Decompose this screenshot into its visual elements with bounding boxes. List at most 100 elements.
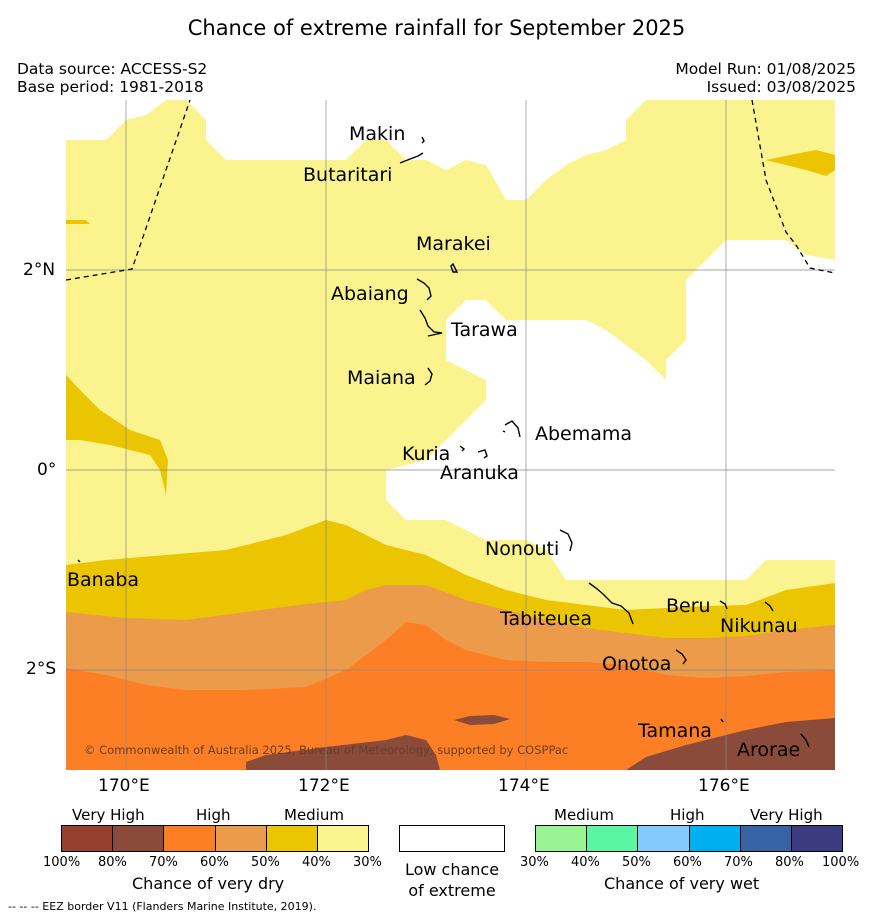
lat-label-2s: 2°S (26, 659, 57, 679)
eez-border-east (751, 100, 835, 274)
dry-cat-high: High (196, 806, 231, 824)
dry-swatch-80-70 (113, 826, 165, 851)
island-makin (421, 136, 425, 144)
wet-swatch-40-50 (587, 826, 639, 851)
dry-60-70-region (66, 622, 835, 770)
label-maiana: Maiana (347, 367, 416, 389)
wet-tick-80: 80% (775, 855, 804, 870)
low-chance-line2: of extreme (408, 881, 496, 900)
eez-footnote: -- -- -- EEZ border V11 (Flanders Marine… (8, 900, 317, 913)
dry-swatch-60-50 (215, 826, 267, 851)
eez-border-west (66, 100, 191, 281)
label-aranuka: Aranuka (440, 462, 519, 484)
wet-tick-30: 30% (520, 855, 549, 870)
lon-label-176e: 176°E (698, 776, 750, 796)
lon-label-170e: 170°E (98, 776, 150, 796)
copyright-text: © Commonwealth of Australia 2025, Bureau… (84, 743, 568, 757)
lat-label-2n: 2°N (23, 260, 56, 280)
wet-cat-medium: Medium (554, 806, 614, 824)
wet-legend-bar (535, 825, 843, 852)
dry-70-80-region-southeast (626, 718, 835, 770)
island-aranuka (477, 449, 488, 459)
label-nonouti: Nonouti (485, 538, 559, 560)
dry-70-80-patch-central (454, 715, 510, 725)
island-tamana (720, 718, 724, 723)
low-chance-line1: Low chance (404, 860, 500, 879)
dry-70-80-region-south (246, 735, 440, 770)
dry-tick-40: 40% (302, 855, 331, 870)
issued-text: Issued: 03/08/2025 (706, 78, 856, 96)
low-chance-swatch (399, 825, 505, 852)
wet-legend-caption: Chance of very wet (604, 874, 760, 893)
island-tabiteuea (588, 582, 634, 625)
wet-swatch-60-70 (689, 826, 741, 851)
dry-40-50-patch-west (66, 375, 168, 495)
data-source-info: Data source: ACCESS-S2 Base period: 1981… (17, 60, 207, 96)
island-abaiang (416, 278, 432, 301)
label-onotoa: Onotoa (602, 653, 671, 675)
low-chance-caption: Low chance of extreme (399, 859, 505, 901)
island-nonouti (559, 529, 573, 552)
label-marakei: Marakei (416, 233, 491, 255)
lat-label-0: 0° (37, 460, 57, 480)
wet-tick-100: 100% (822, 855, 860, 870)
lon-label-172e: 172°E (298, 776, 350, 796)
island-arorae (800, 733, 810, 748)
dry-swatch-50-40 (266, 826, 318, 851)
label-tabiteuea: Tabiteuea (499, 608, 592, 630)
base-period-text: Base period: 1981-2018 (17, 78, 204, 96)
wet-swatch-70-80 (740, 826, 792, 851)
label-nikunau: Nikunau (720, 615, 798, 637)
dry-swatch-40-30 (317, 826, 369, 851)
label-butaritari: Butaritari (303, 164, 392, 186)
island-tarawa (419, 309, 443, 337)
label-arorae: Arorae (737, 739, 800, 761)
dry-cat-medium: Medium (284, 806, 344, 824)
island-onotoa (675, 649, 687, 665)
dry-tick-100: 100% (43, 855, 81, 870)
dry-tick-30: 30% (353, 855, 382, 870)
wet-tick-70: 70% (724, 855, 753, 870)
map-title: Chance of extreme rainfall for September… (187, 16, 686, 40)
wet-swatch-80-100 (791, 826, 843, 851)
dry-tick-70: 70% (149, 855, 178, 870)
dry-legend-caption: Chance of very dry (132, 874, 285, 893)
label-beru: Beru (666, 595, 711, 617)
island-marakei (450, 262, 459, 273)
island-abemama (502, 420, 521, 438)
data-source-text: Data source: ACCESS-S2 (17, 60, 208, 78)
dry-tick-60: 60% (200, 855, 229, 870)
dry-cat-very-high: Very High (72, 806, 145, 824)
wet-cat-very-high: Very High (750, 806, 823, 824)
dry-swatch-70-60 (164, 826, 216, 851)
wet-cat-high: High (670, 806, 705, 824)
label-makin: Makin (349, 123, 405, 145)
wet-tick-50: 50% (622, 855, 651, 870)
dry-tick-80: 80% (98, 855, 127, 870)
dry-40-50-patch-ne (766, 150, 835, 176)
model-run-info: Model Run: 01/08/2025 Issued: 03/08/2025 (675, 60, 856, 96)
model-run-text: Model Run: 01/08/2025 (675, 60, 856, 78)
island-banaba (77, 559, 81, 563)
eez-border (66, 100, 835, 281)
island-outlines (77, 136, 810, 748)
map-panel: Makin Butaritari Marakei Abaiang Tarawa … (66, 100, 835, 770)
dry-legend-bar (61, 825, 369, 852)
label-banaba: Banaba (67, 569, 139, 591)
island-nikunau (764, 601, 774, 612)
place-labels: Makin Butaritari Marakei Abaiang Tarawa … (67, 123, 800, 761)
wet-swatch-30-40 (536, 826, 588, 851)
label-abemama: Abemama (535, 423, 632, 445)
dry-swatch-100-80 (62, 826, 114, 851)
rainfall-map: Makin Butaritari Marakei Abaiang Tarawa … (66, 100, 835, 770)
label-abaiang: Abaiang (331, 283, 409, 305)
label-tamana: Tamana (637, 720, 712, 742)
wet-tick-60: 60% (673, 855, 702, 870)
wet-tick-40: 40% (571, 855, 600, 870)
lon-label-174e: 174°E (498, 776, 550, 796)
dry-40-50-fleck (66, 220, 90, 224)
island-kuria (459, 445, 466, 452)
island-butaritari (399, 152, 424, 164)
island-beru (719, 600, 728, 610)
label-kuria: Kuria (402, 443, 450, 465)
